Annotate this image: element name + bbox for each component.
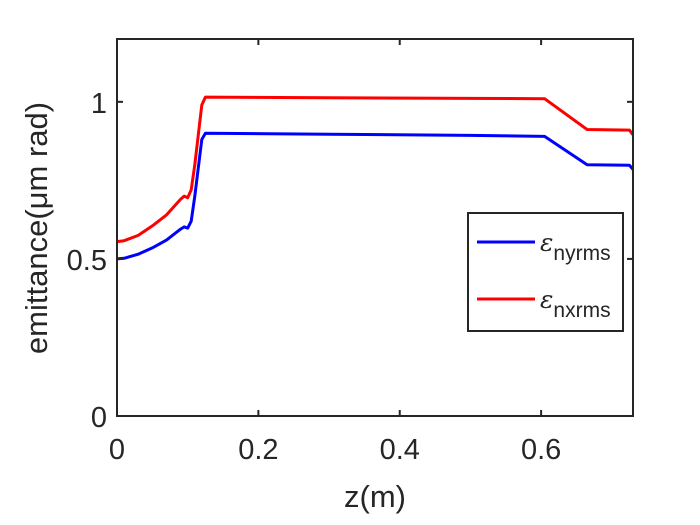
x-tick-label: 0.6: [521, 434, 561, 466]
x-axis-label: z(m): [344, 479, 406, 514]
x-tick-label: 0.2: [238, 434, 278, 466]
series-line-nxrms: [116, 95, 635, 244]
series-line-nyrms: [116, 131, 635, 261]
x-tick-label: 0: [109, 434, 125, 466]
legend-label-nxrms: εnxrms: [540, 285, 611, 322]
y-tick-label: 1: [91, 88, 107, 120]
legend-subscript-nxrms: nxrms: [553, 299, 610, 322]
ticks-layer: 0 0.2 0.4 0.6 0 0.5 1: [67, 39, 633, 466]
legend-label-nyrms: εnyrms: [540, 228, 611, 265]
y-axis-label: emittance(μm rad): [19, 102, 54, 354]
legend-box: [467, 212, 624, 332]
legend-symbol-nyrms: ε: [540, 228, 553, 257]
x-tick-label: 0.4: [380, 434, 420, 466]
y-tick-label: 0.5: [67, 245, 107, 277]
legend-subscript-nyrms: nyrms: [553, 242, 610, 265]
y-tick-label: 0: [91, 402, 107, 434]
series-layer: [116, 95, 635, 261]
legend-symbol-nxrms: ε: [540, 285, 553, 314]
plot-frame: [116, 38, 634, 417]
legend: εnyrms εnxrms: [467, 212, 624, 332]
